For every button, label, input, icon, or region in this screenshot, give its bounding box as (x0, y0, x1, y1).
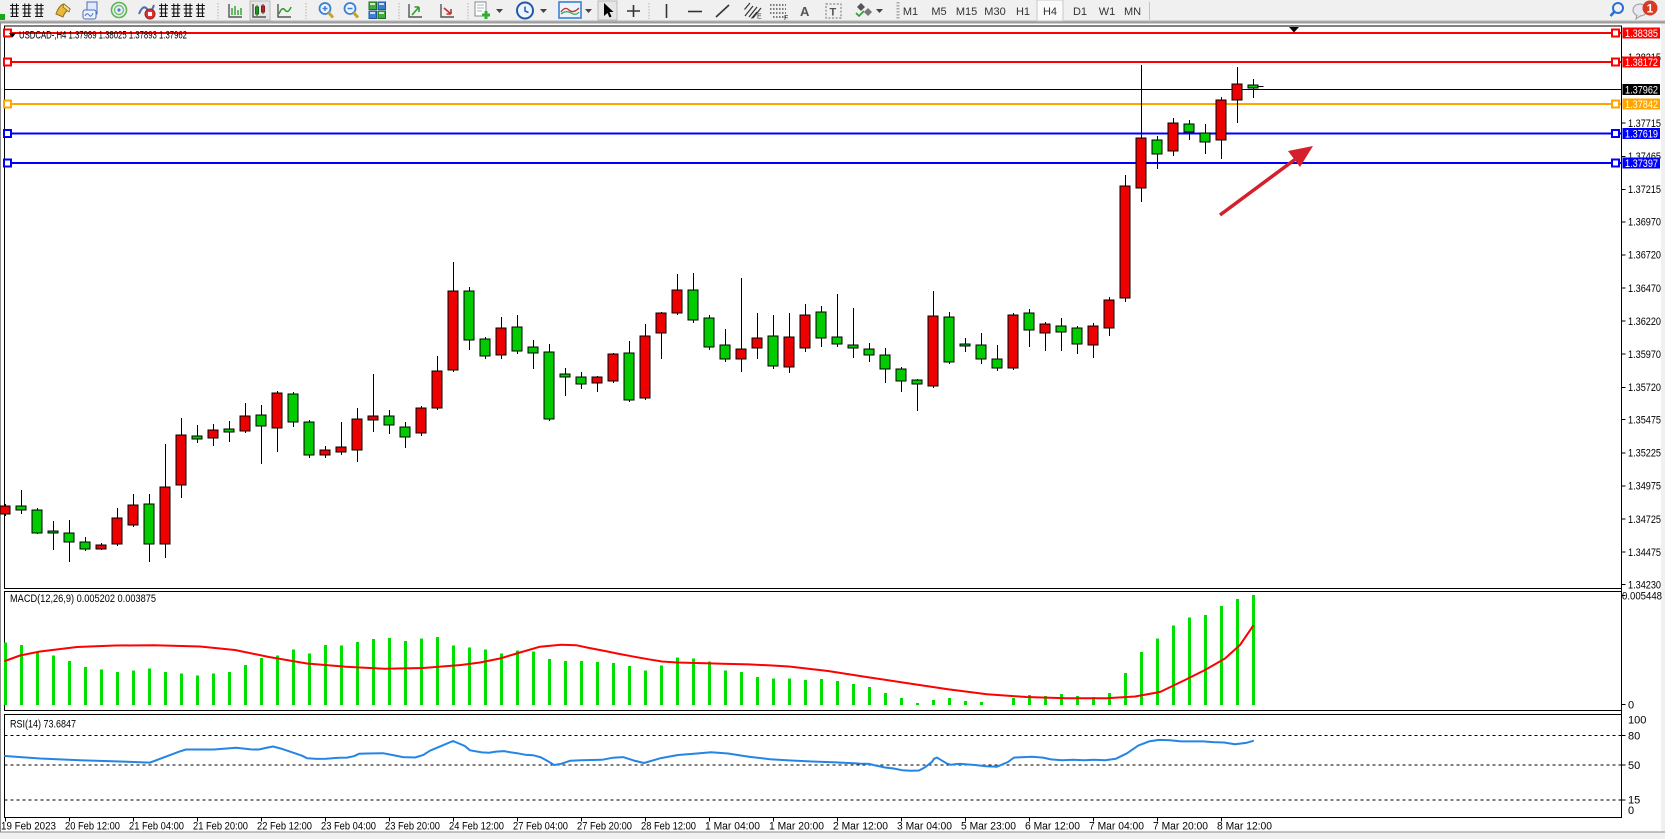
svg-text:RSI(14) 73.6847: RSI(14) 73.6847 (10, 719, 76, 731)
svg-text:1.35720: 1.35720 (1628, 382, 1661, 394)
svg-text:H1: H1 (1016, 6, 1030, 18)
svg-text:1.34975: 1.34975 (1628, 481, 1661, 493)
svg-text:27 Feb 20:00: 27 Feb 20:00 (577, 821, 632, 833)
svg-text:1.38385: 1.38385 (1625, 28, 1658, 40)
svg-text:1.34475: 1.34475 (1628, 547, 1661, 559)
svg-text:1.37962: 1.37962 (1625, 84, 1658, 96)
svg-text:1.35225: 1.35225 (1628, 448, 1661, 460)
svg-text:6 Mar 12:00: 6 Mar 12:00 (1025, 821, 1080, 833)
svg-text:W1: W1 (1099, 6, 1116, 18)
svg-text:A: A (800, 4, 810, 19)
svg-text:1.38172: 1.38172 (1625, 57, 1658, 69)
svg-text:21 Feb 20:00: 21 Feb 20:00 (193, 821, 248, 833)
svg-text:1.37715: 1.37715 (1628, 118, 1661, 130)
svg-text:2 Mar 12:00: 2 Mar 12:00 (833, 821, 888, 833)
svg-text:M1: M1 (903, 6, 918, 18)
svg-text:0.005448: 0.005448 (1622, 591, 1662, 603)
svg-text:USDCAD-,H4 1.37989 1.38025 1.: USDCAD-,H4 1.37989 1.38025 1.37893 1.379… (19, 30, 187, 42)
svg-text:M15: M15 (956, 6, 977, 18)
svg-text:MACD(12,26,9) 0.005202 0.00387: MACD(12,26,9) 0.005202 0.003875 (10, 593, 156, 605)
svg-text:1.34725: 1.34725 (1628, 514, 1661, 526)
svg-text:80: 80 (1628, 730, 1640, 742)
svg-text:1: 1 (1647, 2, 1654, 16)
svg-text:1.36470: 1.36470 (1628, 283, 1661, 295)
svg-text:1 Mar 04:00: 1 Mar 04:00 (705, 821, 760, 833)
svg-text:E: E (757, 14, 762, 21)
svg-text:15: 15 (1628, 795, 1640, 807)
svg-text:1.36720: 1.36720 (1628, 250, 1661, 262)
svg-text:20 Feb 12:00: 20 Feb 12:00 (65, 821, 120, 833)
svg-text:1.35475: 1.35475 (1628, 415, 1661, 427)
svg-text:0: 0 (1628, 805, 1634, 817)
svg-text:19 Feb 2023: 19 Feb 2023 (1, 821, 56, 833)
svg-text:23 Feb 04:00: 23 Feb 04:00 (321, 821, 376, 833)
svg-text:7 Mar 04:00: 7 Mar 04:00 (1089, 821, 1144, 833)
svg-text:1.37842: 1.37842 (1625, 99, 1658, 111)
svg-text:27 Feb 04:00: 27 Feb 04:00 (513, 821, 568, 833)
svg-text:MN: MN (1124, 6, 1141, 18)
svg-text:D1: D1 (1073, 6, 1087, 18)
svg-text:23 Feb 20:00: 23 Feb 20:00 (385, 821, 440, 833)
svg-text:1.35970: 1.35970 (1628, 349, 1661, 361)
svg-text:M5: M5 (931, 6, 946, 18)
svg-text:1.37619: 1.37619 (1625, 128, 1658, 140)
svg-text:1.37215: 1.37215 (1628, 184, 1661, 196)
svg-text:1 Mar 20:00: 1 Mar 20:00 (769, 821, 824, 833)
svg-text:5 Mar 23:00: 5 Mar 23:00 (961, 821, 1016, 833)
svg-text:T: T (830, 7, 837, 19)
svg-text:M30: M30 (984, 6, 1005, 18)
svg-text:21 Feb 04:00: 21 Feb 04:00 (129, 821, 184, 833)
svg-text:7 Mar 20:00: 7 Mar 20:00 (1153, 821, 1208, 833)
svg-text:24 Feb 12:00: 24 Feb 12:00 (449, 821, 504, 833)
svg-text:28 Feb 12:00: 28 Feb 12:00 (641, 821, 696, 833)
svg-text:1.36220: 1.36220 (1628, 316, 1661, 328)
svg-text:0: 0 (1628, 699, 1634, 711)
svg-text:F: F (784, 15, 788, 22)
svg-text:8 Mar 12:00: 8 Mar 12:00 (1217, 821, 1272, 833)
svg-text:22 Feb 12:00: 22 Feb 12:00 (257, 821, 312, 833)
svg-text:50: 50 (1628, 760, 1640, 772)
svg-text:H4: H4 (1043, 6, 1057, 18)
svg-text:3 Mar 04:00: 3 Mar 04:00 (897, 821, 952, 833)
svg-text:100: 100 (1628, 715, 1646, 727)
svg-text:1.37397: 1.37397 (1625, 158, 1658, 170)
svg-text:1.34230: 1.34230 (1628, 579, 1661, 591)
svg-text:1.36970: 1.36970 (1628, 217, 1661, 229)
